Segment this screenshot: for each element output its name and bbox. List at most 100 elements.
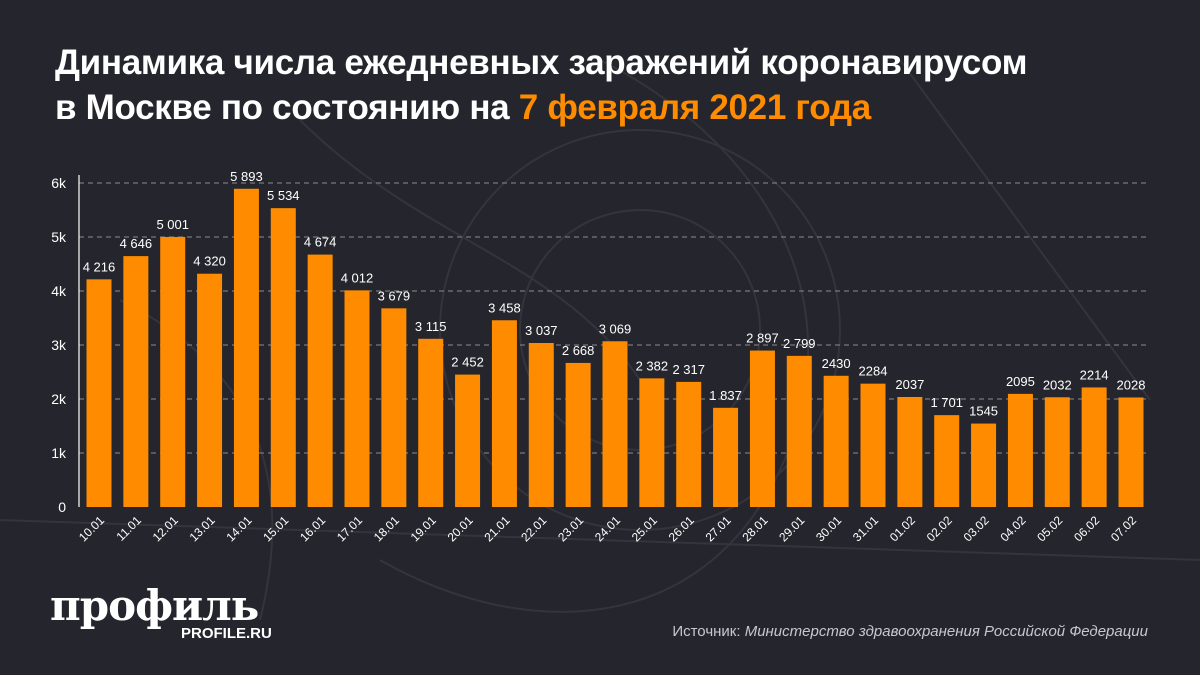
- bar: [1081, 387, 1107, 507]
- bar: [565, 362, 591, 507]
- x-tick-label: 27.01: [703, 513, 734, 544]
- bar: [123, 256, 149, 507]
- bar: [676, 381, 702, 507]
- data-label: 2037: [895, 377, 924, 392]
- x-tick-label: 26.01: [666, 513, 697, 544]
- x-tick-label: 22.01: [518, 513, 549, 544]
- x-tick-label: 31.01: [850, 513, 881, 544]
- title-line-1: Динамика числа ежедневных заражений коро…: [55, 43, 1028, 82]
- data-label: 5 534: [267, 188, 300, 203]
- data-label: 2 382: [636, 358, 669, 373]
- data-label: 2 317: [672, 362, 705, 377]
- x-tick-label: 15.01: [260, 513, 291, 544]
- bar: [307, 254, 333, 507]
- title-date: 7 февраля 2021 года: [518, 88, 871, 127]
- data-label: 3 069: [599, 321, 632, 336]
- data-label: 1545: [969, 404, 998, 419]
- data-label: 4 674: [304, 235, 337, 250]
- x-tick-label: 18.01: [371, 513, 402, 544]
- y-tick-label: 2k: [51, 391, 67, 407]
- data-label: 3 115: [415, 319, 447, 334]
- x-tick-label: 11.01: [113, 513, 144, 544]
- x-tick-label: 23.01: [555, 513, 586, 544]
- x-tick-label: 07.02: [1108, 513, 1139, 544]
- data-label: 2 452: [451, 355, 484, 370]
- bar: [749, 350, 775, 507]
- source-label: Источник:: [672, 623, 745, 640]
- x-tick-label: 13.01: [187, 513, 218, 544]
- bar: [197, 273, 223, 507]
- y-tick-label: 5k: [51, 229, 67, 245]
- bar: [528, 343, 554, 507]
- bar: [233, 188, 259, 507]
- x-tick-label: 05.02: [1034, 513, 1065, 544]
- bar: [713, 407, 739, 507]
- logo-word: профиль: [50, 581, 259, 630]
- bar: [344, 290, 370, 507]
- x-tick-label: 25.01: [629, 513, 660, 544]
- bar: [270, 208, 296, 507]
- bar: [823, 375, 849, 507]
- x-tick-label: 19.01: [408, 513, 439, 544]
- x-tick-label: 29.01: [776, 513, 807, 544]
- data-label: 4 320: [193, 254, 226, 269]
- y-tick-label: 3k: [51, 337, 67, 353]
- x-tick-label: 17.01: [334, 513, 365, 544]
- data-label: 2 897: [746, 331, 779, 346]
- x-tick-label: 12.01: [150, 513, 181, 544]
- x-tick-label: 03.02: [961, 513, 992, 544]
- title-prefix: в Москве по состоянию на: [55, 88, 519, 127]
- y-tick-label: 0: [58, 499, 66, 515]
- x-tick-label: 20.01: [445, 513, 476, 544]
- data-label: 1 837: [709, 388, 742, 403]
- chart-title: Динамика числа ежедневных заражений коро…: [55, 40, 1027, 130]
- x-tick-label: 21.01: [481, 513, 512, 544]
- title-line-2: в Москве по состоянию на 7 февраля 2021 …: [55, 85, 1027, 130]
- bar: [418, 338, 444, 507]
- source-note: Источник: Министерство здравоохранения Р…: [672, 623, 1148, 640]
- x-tick-label: 28.01: [739, 513, 770, 544]
- data-label: 5 001: [156, 217, 189, 232]
- data-label: 2284: [859, 364, 888, 379]
- data-label: 3 458: [488, 300, 521, 315]
- data-label: 2214: [1080, 367, 1109, 382]
- bar: [1044, 397, 1070, 507]
- data-label: 3 679: [378, 288, 411, 303]
- bar: [934, 415, 960, 507]
- data-label: 2095: [1006, 374, 1035, 389]
- y-tick-label: 1k: [51, 445, 67, 461]
- data-label: 4 216: [83, 259, 116, 274]
- bar: [381, 308, 407, 507]
- bar: [639, 378, 665, 507]
- bar: [971, 423, 997, 507]
- x-tick-label: 30.01: [813, 513, 844, 544]
- data-label: 4 646: [120, 236, 153, 251]
- bar: [786, 355, 812, 507]
- x-tick-label: 04.02: [997, 513, 1028, 544]
- bar: [491, 320, 517, 507]
- y-tick-label: 6k: [51, 175, 67, 191]
- bar: [455, 374, 481, 507]
- y-tick-label: 4k: [51, 283, 67, 299]
- data-label: 4 012: [341, 270, 374, 285]
- x-tick-label: 06.02: [1071, 513, 1102, 544]
- data-label: 1 701: [930, 395, 963, 410]
- data-label: 2 799: [783, 336, 816, 351]
- profile-logo: профиль PROFILE.RU: [50, 581, 272, 643]
- bar: [1118, 397, 1144, 507]
- data-label: 3 037: [525, 323, 558, 338]
- data-label: 2 668: [562, 343, 595, 358]
- bar: [160, 236, 186, 508]
- bar: [897, 397, 923, 507]
- x-tick-label: 10.01: [76, 513, 107, 544]
- data-label: 5 893: [230, 169, 263, 184]
- x-tick-label: 01.02: [887, 513, 918, 544]
- x-tick-label: 14.01: [223, 513, 254, 544]
- data-label: 2430: [822, 356, 851, 371]
- x-tick-label: 16.01: [297, 513, 328, 544]
- x-tick-label: 24.01: [592, 513, 623, 544]
- bar: [86, 279, 112, 507]
- bar: [602, 341, 628, 507]
- logo-site: PROFILE.RU: [181, 625, 272, 642]
